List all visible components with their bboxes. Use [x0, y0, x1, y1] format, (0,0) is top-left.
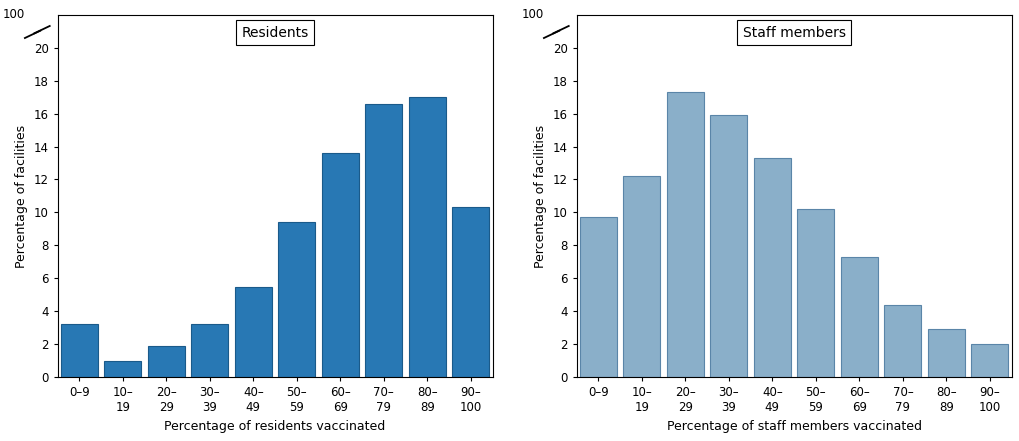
Y-axis label: Percentage of facilities: Percentage of facilities	[534, 124, 546, 268]
Bar	[22, 19, 51, 38]
X-axis label: Percentage of staff members vaccinated: Percentage of staff members vaccinated	[666, 420, 921, 433]
Bar	[409, 97, 445, 377]
Bar	[365, 104, 401, 377]
Bar	[192, 325, 228, 377]
Y-axis label: Percentage of facilities: Percentage of facilities	[15, 124, 28, 268]
Text: Residents: Residents	[242, 26, 309, 40]
Bar	[927, 329, 964, 377]
Bar	[709, 115, 747, 377]
Bar	[322, 153, 359, 377]
Bar	[148, 346, 184, 377]
Bar	[61, 325, 98, 377]
Bar	[579, 217, 616, 377]
Bar	[452, 207, 489, 377]
Text: 100: 100	[3, 8, 24, 21]
Bar	[623, 176, 659, 377]
Bar	[104, 361, 142, 377]
Bar	[970, 344, 1008, 377]
Text: Staff members: Staff members	[742, 26, 845, 40]
Bar	[278, 222, 315, 377]
Bar	[753, 158, 790, 377]
Bar	[234, 287, 271, 377]
Bar	[840, 257, 877, 377]
Bar	[797, 209, 834, 377]
Text: 100: 100	[521, 8, 543, 21]
Bar	[541, 19, 570, 38]
X-axis label: Percentage of residents vaccinated: Percentage of residents vaccinated	[164, 420, 385, 433]
Bar	[666, 92, 703, 377]
Bar	[883, 305, 920, 377]
